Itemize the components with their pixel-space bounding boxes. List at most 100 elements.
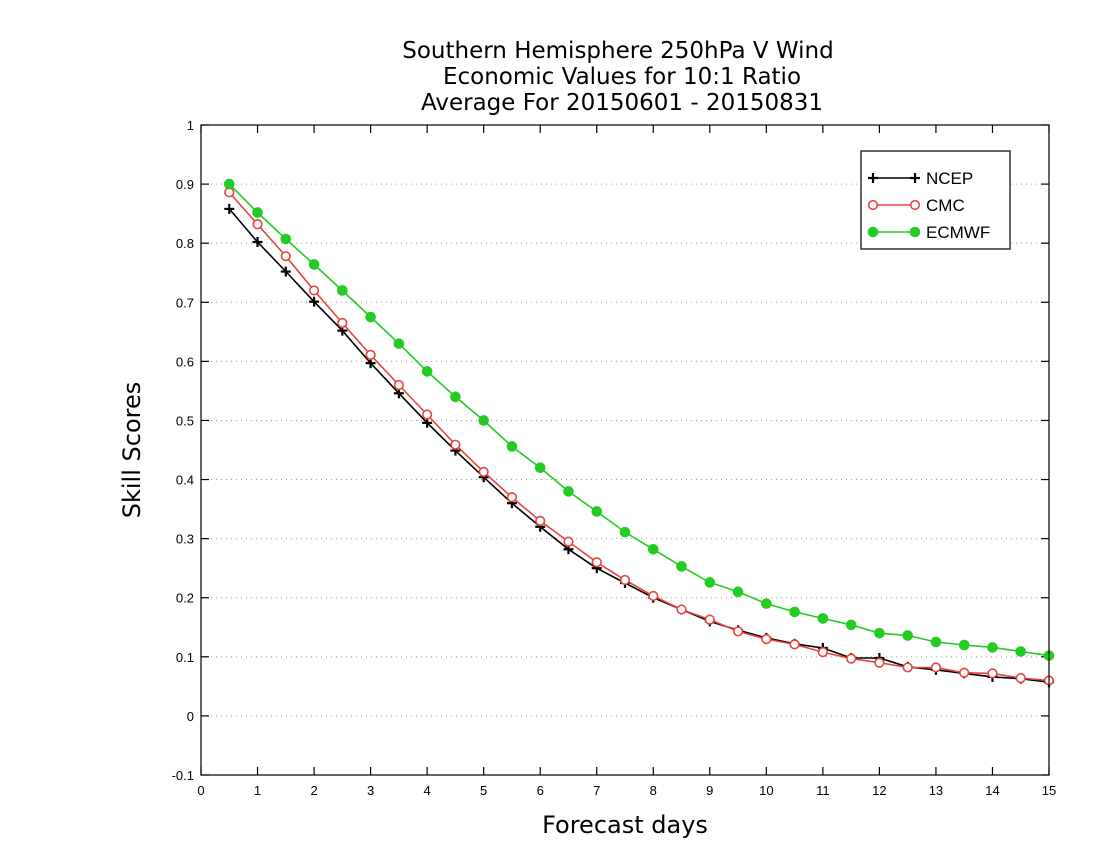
tick-labels: -0.100.10.20.30.40.50.60.70.80.910 1 2 3 4 5 6… <box>172 118 1057 798</box>
data-point-cmc <box>704 614 715 625</box>
legend-marker <box>909 226 921 238</box>
y-tick-label: 0.1 <box>176 650 194 665</box>
data-point-cmc <box>959 667 970 678</box>
series-line-ecmwf <box>228 183 1050 657</box>
x-tick-label: 1 <box>254 783 261 798</box>
y-tick-label: 0.4 <box>176 473 194 488</box>
y-tick-label: 0 <box>187 709 194 724</box>
data-point-cmc <box>563 536 574 547</box>
data-point-ecmwf <box>647 543 659 555</box>
data-point-cmc <box>308 285 320 296</box>
data-point-ecmwf <box>252 207 263 218</box>
data-point-cmc <box>789 639 800 650</box>
series-line-cmc <box>228 191 1050 682</box>
data-point-cmc <box>280 251 291 262</box>
legend-marker <box>868 173 878 183</box>
y-axis-title: Skill Scores <box>118 382 146 519</box>
x-tick-label: 7 <box>593 783 600 798</box>
legend-marker <box>867 226 879 238</box>
data-point-ecmwf <box>308 259 320 270</box>
y-tick-label: 0.5 <box>176 413 194 428</box>
x-axis-title: Forecast days <box>542 811 708 839</box>
data-point-cmc <box>987 668 998 679</box>
data-point-ecmwf <box>987 642 998 653</box>
data-point-cmc <box>648 590 659 602</box>
data-point-ecmwf <box>591 506 603 517</box>
data-point-cmc <box>535 515 546 527</box>
x-tick-label: 14 <box>985 783 999 798</box>
series-ecmwf <box>223 178 1055 661</box>
legend-item-cmc: CMC <box>867 196 965 215</box>
data-point-cmc <box>422 409 433 420</box>
grid-lines <box>201 183 1049 717</box>
x-tick-label: 6 <box>537 783 544 798</box>
legend-label-ecmwf: ECMWF <box>926 223 990 242</box>
x-tick-label: 5 <box>480 783 487 798</box>
data-point-ecmwf <box>280 233 292 245</box>
y-tick-label: 0.7 <box>176 295 194 310</box>
data-point-ncep <box>309 296 320 307</box>
data-point-cmc <box>817 646 828 658</box>
data-point-ecmwf <box>704 577 716 588</box>
x-tick-label: 2 <box>310 783 317 798</box>
data-point-ecmwf <box>732 586 744 598</box>
y-tick-label: -0.1 <box>172 768 194 783</box>
data-point-ecmwf <box>761 598 772 609</box>
y-tick-label: 0.6 <box>176 354 194 369</box>
data-point-cmc <box>902 662 913 673</box>
data-point-ecmwf <box>817 613 829 624</box>
legend: NCEP CMC ECMWF <box>860 150 1011 250</box>
data-point-cmc <box>393 379 404 391</box>
data-point-ecmwf <box>958 639 970 651</box>
series-cmc <box>224 187 1055 686</box>
data-point-cmc <box>252 219 263 230</box>
legend-marker <box>867 199 879 211</box>
y-tick-label: 0.2 <box>176 591 194 606</box>
data-point-cmc <box>478 466 489 477</box>
data-point-cmc <box>676 604 687 615</box>
series-layer <box>223 178 1055 688</box>
data-point-ecmwf <box>393 338 405 349</box>
series-line-ncep <box>228 208 1050 683</box>
data-point-cmc <box>846 653 857 664</box>
data-point-ecmwf <box>1015 646 1027 657</box>
chart-title-line-3: Average For 20150601 - 20150831 <box>421 90 823 116</box>
x-tick-label: 12 <box>872 783 886 798</box>
data-point-ncep <box>224 203 235 214</box>
y-tick-label: 1 <box>187 118 194 133</box>
data-point-ecmwf <box>874 627 885 639</box>
data-point-ecmwf <box>365 311 376 323</box>
data-point-ecmwf <box>563 486 574 497</box>
y-tick-label: 0.3 <box>176 532 194 547</box>
legend-marker <box>910 173 920 183</box>
data-point-ecmwf <box>930 636 942 648</box>
data-point-ecmwf <box>478 415 489 426</box>
data-point-ecmwf <box>789 606 800 618</box>
data-point-cmc <box>930 662 942 673</box>
legend-label-cmc: CMC <box>926 196 965 215</box>
data-point-ecmwf <box>421 366 433 377</box>
data-point-ecmwf <box>619 526 631 538</box>
data-point-cmc <box>450 439 461 450</box>
data-point-ecmwf <box>676 561 687 572</box>
data-point-ecmwf <box>450 391 461 403</box>
data-point-ecmwf <box>223 178 235 190</box>
data-point-cmc <box>506 492 518 503</box>
legend-item-ecmwf: ECMWF <box>867 223 990 242</box>
data-point-ncep <box>280 266 291 277</box>
data-point-ecmwf <box>902 630 913 641</box>
x-tick-label: 9 <box>706 783 713 798</box>
legend-label-ncep: NCEP <box>926 169 973 188</box>
data-point-ecmwf <box>337 285 348 296</box>
chart-title-line-2: Economic Values for 10:1 Ratio <box>443 64 801 90</box>
data-point-cmc <box>761 633 772 645</box>
data-point-cmc <box>591 557 602 568</box>
data-point-cmc <box>874 657 885 668</box>
x-tick-label: 4 <box>424 783 431 798</box>
y-tick-label: 0.8 <box>176 236 194 251</box>
x-tick-label: 3 <box>367 783 374 798</box>
x-tick-label: 8 <box>650 783 657 798</box>
legend-marker <box>909 199 921 211</box>
data-point-ecmwf <box>506 441 518 452</box>
